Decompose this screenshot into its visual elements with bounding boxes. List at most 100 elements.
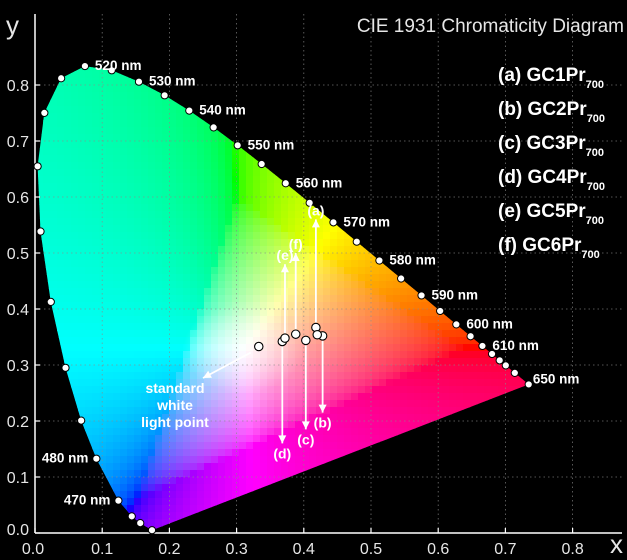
y-axis-label: y xyxy=(6,10,19,40)
x-tick-label: 0.8 xyxy=(561,541,583,558)
sample-arrow xyxy=(278,346,287,444)
locus-point xyxy=(257,159,266,169)
sample-arrow xyxy=(311,219,320,323)
sample-label: (e) xyxy=(276,247,293,263)
legend-entry: (d) GC4Pr700 xyxy=(498,167,605,193)
white-point-annotation: standard white light point xyxy=(141,351,252,430)
sample-points xyxy=(254,322,328,352)
x-tick-label: 0.6 xyxy=(427,541,449,558)
locus-point xyxy=(209,123,218,132)
x-tick-label: 0.7 xyxy=(494,541,516,558)
sample-point xyxy=(254,341,264,352)
sample-point xyxy=(301,335,311,346)
locus-point xyxy=(501,361,510,370)
sample-point xyxy=(290,329,301,339)
x-tick-label: 0.5 xyxy=(360,541,382,558)
locus-point xyxy=(57,74,66,83)
x-tick-label: 0.1 xyxy=(91,541,113,558)
wavelength-label: 650 nm xyxy=(533,372,580,387)
white-point-label-line3: light point xyxy=(141,414,209,430)
white-point-label-line2: white xyxy=(156,397,193,413)
locus-point xyxy=(466,332,475,341)
locus-point xyxy=(33,162,42,171)
y-tick-label: 0.4 xyxy=(7,302,29,319)
sample-point xyxy=(280,333,290,343)
wavelength-label: 550 nm xyxy=(248,137,295,152)
locus-point xyxy=(147,526,157,535)
x-tick-label: 0.3 xyxy=(225,541,247,558)
locus-point xyxy=(77,416,86,425)
wavelength-label: 560 nm xyxy=(296,175,343,190)
sample-point xyxy=(312,330,322,340)
sample-arrow xyxy=(318,340,327,413)
sample-label: (a) xyxy=(307,202,324,218)
legend-entry: (a) GC1Pr700 xyxy=(498,65,604,91)
locus-point xyxy=(487,349,497,359)
y-tick-label: 0.5 xyxy=(7,246,29,263)
sample-label: (d) xyxy=(273,445,291,461)
wavelength-label: 570 nm xyxy=(343,214,390,229)
locus-point xyxy=(40,108,49,117)
locus-point xyxy=(136,518,145,528)
sample-label: (f) xyxy=(289,236,303,252)
sample-arrow xyxy=(280,264,289,334)
x-tick-label: 0.2 xyxy=(158,541,180,558)
sample-arrow xyxy=(291,253,300,330)
wavelength-label: 590 nm xyxy=(432,287,479,302)
axes: 0.0 0.1 0.2 0.3 0.4 0.5 0.6 0.7 0.8 0.0 0.1 0.2 0.3 0… xyxy=(7,14,622,558)
legend-entry: (f) GC6Pr700 xyxy=(498,235,600,261)
wavelength-label: 580 nm xyxy=(389,253,436,268)
legend-entry: (b) GC2Pr700 xyxy=(498,99,605,125)
wavelength-label: 540 nm xyxy=(199,103,246,118)
sample-arrows: (a) (b)(c) (d) (e)(f) xyxy=(273,202,331,461)
locus-point xyxy=(92,454,101,463)
locus-point xyxy=(510,368,519,377)
wavelength-label: 480 nm xyxy=(42,451,89,466)
y-tick-label: 0.0 xyxy=(7,522,29,539)
y-tick-label: 0.8 xyxy=(7,78,29,95)
locus-point xyxy=(134,77,144,86)
y-tick-label: 0.1 xyxy=(7,470,29,487)
locus-point xyxy=(329,218,338,227)
locus-point xyxy=(452,320,461,329)
grid xyxy=(34,14,622,534)
chart-title: CIE 1931 Chromaticity Diagram xyxy=(357,16,624,37)
wavelength-label: 470 nm xyxy=(64,493,111,508)
locus-point xyxy=(524,380,533,389)
locus-point xyxy=(107,66,116,75)
locus-point xyxy=(127,512,136,521)
locus-point xyxy=(36,227,45,236)
white-point-label-line1: standard xyxy=(145,380,204,396)
locus-point xyxy=(375,256,384,265)
locus-point xyxy=(80,61,90,71)
wavelength-label: 530 nm xyxy=(149,74,196,89)
y-tick-label: 0.3 xyxy=(7,358,29,375)
legend-entry: (e) GC5Pr700 xyxy=(498,201,604,227)
locus-point xyxy=(233,141,242,150)
locus-point xyxy=(478,341,487,351)
y-tick-label: 0.2 xyxy=(7,414,29,431)
locus-points xyxy=(33,61,533,535)
wavelength-label: 600 nm xyxy=(466,316,513,331)
locus-point xyxy=(436,306,445,316)
locus-point xyxy=(305,198,314,207)
wavelength-label: 520 nm xyxy=(95,58,142,73)
white-point-arrowhead xyxy=(203,370,212,378)
y-tick-label: 0.6 xyxy=(7,190,29,207)
sample-label: (b) xyxy=(314,415,332,431)
locus-point xyxy=(495,356,504,365)
locus-point xyxy=(417,291,426,300)
locus-point xyxy=(160,91,169,100)
locus-point xyxy=(397,274,406,283)
x-tick-label: 0.4 xyxy=(293,541,315,558)
x-axis-label: x xyxy=(610,529,623,559)
locus-point xyxy=(352,237,361,246)
locus-point xyxy=(61,363,70,372)
y-tick-label: 0.7 xyxy=(7,134,29,151)
locus-point xyxy=(281,179,290,188)
locus-point xyxy=(46,297,55,306)
wavelength-label: 610 nm xyxy=(492,338,539,353)
sample-label: (c) xyxy=(297,431,314,447)
